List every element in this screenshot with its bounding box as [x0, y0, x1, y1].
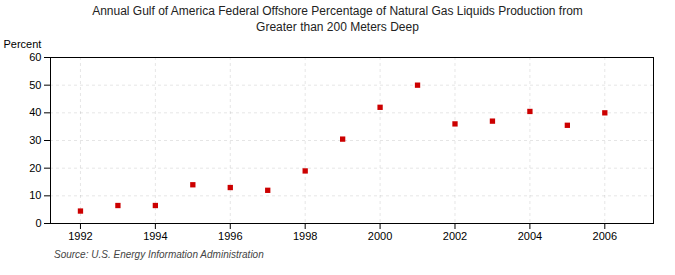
html-text:Greater than 200 Meters Deep: Greater than 200 Meters Deep — [256, 19, 419, 34]
html-text:Source: U.S. Energy Informatio: Source: U.S. Energy Information Administ… — [54, 249, 264, 261]
svg-text:60: 60 — [29, 51, 41, 63]
svg-text:40: 40 — [29, 107, 41, 119]
svg-text:20: 20 — [29, 162, 41, 174]
svg-text:0: 0 — [35, 217, 41, 229]
svg-text:1992: 1992 — [68, 230, 92, 242]
html-text:Annual Gulf of America Federal: Annual Gulf of America Federal Offshore … — [92, 4, 583, 18]
svg-text:2004: 2004 — [518, 230, 542, 242]
svg-text:2002: 2002 — [443, 230, 467, 242]
svg-text:1996: 1996 — [218, 230, 242, 242]
svg-text:50: 50 — [29, 79, 41, 91]
svg-text:2006: 2006 — [593, 230, 617, 242]
svg-text:Percent: Percent — [4, 38, 42, 50]
svg-text:2000: 2000 — [368, 230, 392, 242]
svg-text:1994: 1994 — [143, 230, 167, 242]
svg-text:1998: 1998 — [293, 230, 317, 242]
svg-text:30: 30 — [29, 134, 41, 146]
svg-text:10: 10 — [29, 190, 41, 202]
